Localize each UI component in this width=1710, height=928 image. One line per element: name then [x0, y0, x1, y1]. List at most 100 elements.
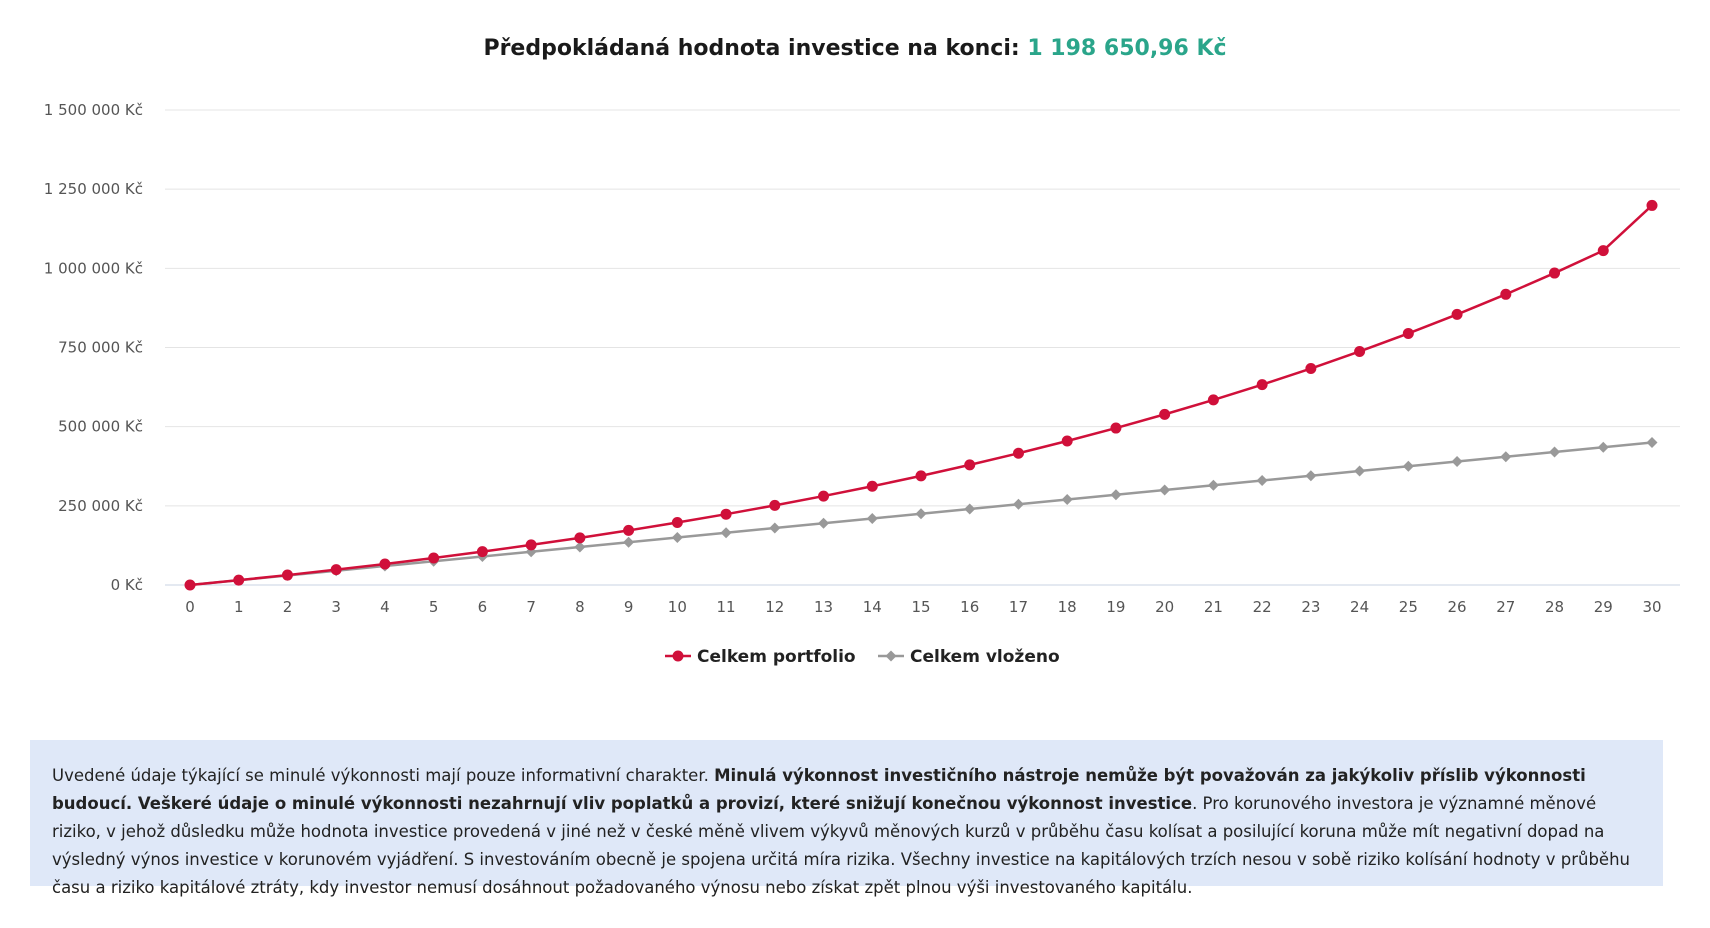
data-point: [330, 564, 342, 576]
data-point: [1402, 460, 1414, 472]
x-tick-label: 0: [185, 598, 195, 616]
data-point: [1256, 379, 1268, 391]
data-point: [574, 541, 586, 553]
x-tick-label: 5: [429, 598, 439, 616]
series-line: [189, 204, 1653, 587]
disclaimer-bold: Minulá výkonnost investičního nástroje n…: [52, 766, 1586, 813]
x-tick-label: 18: [1058, 598, 1077, 616]
data-point: [818, 517, 830, 529]
data-point: [1549, 446, 1561, 458]
x-tick-label: 4: [380, 598, 390, 616]
data-point: [866, 480, 878, 492]
data-point: [1354, 345, 1366, 357]
x-tick-label: 2: [283, 598, 293, 616]
data-point: [1207, 394, 1219, 406]
data-point: [1354, 465, 1366, 477]
y-tick-label: 1 500 000 Kč: [44, 101, 143, 119]
y-axis-ticks: 0 Kč 250 000 Kč 500 000 Kč 750 000 Kč 1 000 …: [44, 101, 143, 594]
data-point: [1549, 267, 1561, 279]
y-tick-label: 500 000 Kč: [58, 418, 143, 436]
data-point: [1061, 494, 1073, 505]
legend-label: Celkem portfolio: [697, 647, 856, 667]
data-point: [525, 539, 537, 551]
x-tick-label: 14: [863, 598, 882, 616]
legend-label: Celkem vloženo: [910, 647, 1060, 667]
data-point: [769, 499, 781, 511]
x-tick-label: 26: [1448, 598, 1467, 616]
x-tick-label: 17: [1009, 598, 1028, 616]
data-point: [915, 508, 927, 520]
x-tick-label: 10: [668, 598, 687, 616]
chart-title-value: 1 198 650,96 Kč: [1027, 36, 1227, 61]
y-tick-label: 750 000 Kč: [58, 339, 143, 357]
data-point: [866, 513, 878, 524]
data-point: [1159, 408, 1171, 420]
data-point: [1305, 363, 1317, 375]
data-point: [1207, 479, 1219, 491]
x-tick-label: 28: [1545, 598, 1564, 616]
data-point: [964, 503, 976, 515]
legend-marker: [672, 650, 684, 662]
legend-marker: [885, 650, 897, 662]
data-point: [964, 459, 976, 471]
data-point: [1305, 470, 1317, 482]
x-tick-label: 21: [1204, 598, 1223, 616]
data-point: [379, 558, 391, 570]
data-point: [1646, 199, 1658, 211]
x-tick-label: 23: [1301, 598, 1320, 616]
data-point: [720, 508, 732, 520]
disclaimer-text-2: . Pro korunového investora je významné m…: [52, 794, 1630, 897]
data-point: [1110, 422, 1122, 434]
data-point: [623, 536, 635, 548]
data-point: [1012, 498, 1024, 510]
chart-legend: Celkem portfolio Celkem vloženo: [665, 647, 1060, 667]
data-point: [476, 546, 488, 558]
x-tick-label: 22: [1253, 598, 1272, 616]
x-axis-ticks: 0 1 2 3 4 5 6 7 8 9 10 11 12 13 14 15 16 17 18 19 20 21 22 23 24…: [185, 598, 1661, 616]
y-tick-label: 250 000 Kč: [58, 497, 143, 515]
data-point: [281, 569, 293, 581]
chart-title: Předpokládaná hodnota investice na konci…: [0, 36, 1710, 61]
x-tick-label: 24: [1350, 598, 1369, 616]
data-point: [1500, 288, 1512, 300]
x-tick-label: 9: [624, 598, 634, 616]
data-point: [1110, 489, 1122, 501]
data-point: [1451, 456, 1463, 467]
x-tick-label: 8: [575, 598, 585, 616]
data-point: [818, 490, 830, 502]
x-tick-label: 30: [1642, 598, 1661, 616]
data-point: [574, 532, 586, 544]
data-point: [769, 522, 781, 534]
x-tick-label: 7: [526, 598, 536, 616]
x-tick-label: 25: [1399, 598, 1418, 616]
data-point: [1597, 245, 1609, 257]
x-tick-label: 27: [1496, 598, 1515, 616]
data-point: [1597, 441, 1609, 453]
data-point: [1159, 484, 1171, 496]
disclaimer-text-1: Uvedené údaje týkající se minulé výkonno…: [52, 766, 715, 785]
x-tick-label: 19: [1106, 598, 1125, 616]
x-tick-label: 16: [960, 598, 979, 616]
chart-title-label: Předpokládaná hodnota investice na konci…: [483, 36, 1020, 61]
x-tick-label: 12: [765, 598, 784, 616]
chart-series: [184, 199, 1658, 591]
x-tick-label: 6: [478, 598, 488, 616]
data-point: [1256, 475, 1268, 486]
y-tick-label: 0 Kč: [111, 576, 143, 594]
data-point: [1402, 327, 1414, 339]
data-point: [184, 579, 196, 591]
data-point: [671, 532, 683, 543]
x-tick-label: 13: [814, 598, 833, 616]
data-point: [623, 524, 635, 536]
data-point: [1451, 308, 1463, 320]
data-point: [915, 470, 927, 482]
x-tick-label: 20: [1155, 598, 1174, 616]
chart-grid: [165, 109, 1680, 586]
data-point: [1012, 447, 1024, 459]
x-tick-label: 15: [911, 598, 930, 616]
data-point: [671, 517, 683, 529]
data-point: [428, 552, 440, 564]
data-point: [233, 574, 245, 586]
x-tick-label: 3: [331, 598, 341, 616]
x-tick-label: 1: [234, 598, 244, 616]
